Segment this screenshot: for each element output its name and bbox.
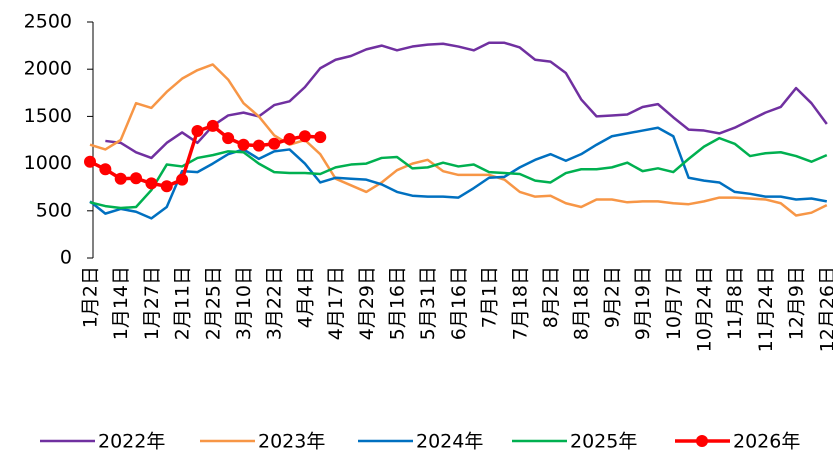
series-line (89, 136, 828, 210)
x-tick-label: 2月11日 (172, 266, 194, 340)
point-marker (130, 172, 143, 185)
point-marker (237, 138, 250, 151)
x-tick-label: 11月8日 (724, 266, 746, 340)
x-tick-label: 12月26日 (816, 266, 833, 352)
x-tick-label: 2月25日 (202, 266, 224, 340)
x-tick-label: 3月10日 (233, 266, 255, 340)
y-tick-label: 500 (36, 199, 72, 221)
x-tick-label: 9月19日 (632, 266, 654, 340)
y-tick-label: 2000 (24, 58, 72, 80)
x-tick-label: 3月22日 (264, 266, 286, 340)
x-tick-label: 6月16日 (448, 266, 470, 340)
x-tick-label: 5月16日 (387, 266, 409, 340)
y-tick-label: 1000 (24, 152, 72, 174)
point-marker (176, 173, 189, 186)
x-tick-label: 1月14日 (110, 266, 132, 340)
x-tick-label: 1月2日 (80, 266, 102, 328)
legend-label: 2024年 (416, 431, 483, 453)
legend-marker (696, 435, 708, 447)
legend-label: 2023年 (258, 431, 325, 453)
point-marker (191, 125, 204, 138)
x-tick-label: 5月31日 (417, 266, 439, 340)
point-marker (252, 139, 265, 152)
point-marker (268, 137, 281, 150)
y-tick-label: 1500 (24, 105, 72, 127)
x-tick-label: 10月7日 (663, 266, 685, 340)
x-tick-label: 9月2日 (601, 266, 623, 328)
legend-label: 2026年 (733, 431, 800, 453)
x-tick-label: 11月24日 (755, 266, 777, 352)
series-line (89, 124, 321, 189)
point-marker (222, 132, 235, 145)
x-tick-label: 8月18日 (571, 266, 593, 340)
y-tick-label: 2500 (24, 11, 72, 33)
point-marker (206, 119, 219, 132)
y-tick-label: 0 (60, 247, 72, 269)
x-tick-label: 8月2日 (540, 266, 562, 328)
point-marker (84, 155, 96, 168)
x-tick-label: 1月27日 (141, 266, 163, 340)
x-tick-label: 7月1日 (479, 266, 501, 328)
point-marker (145, 177, 158, 190)
series-line (105, 41, 828, 160)
point-marker (114, 172, 127, 185)
x-tick-label: 4月29日 (356, 266, 378, 340)
point-marker (314, 131, 327, 144)
series-line (89, 63, 828, 217)
point-marker (160, 180, 173, 193)
point-marker (298, 130, 311, 143)
x-tick-label: 4月17日 (325, 266, 347, 340)
point-marker (283, 133, 296, 146)
x-tick-label: 10月24日 (694, 266, 716, 352)
x-tick-label: 12月9日 (786, 266, 808, 340)
legend-label: 2025年 (570, 431, 637, 453)
x-tick-label: 4月4日 (294, 266, 316, 328)
x-tick-label: 7月18日 (509, 266, 531, 340)
legend-label: 2022年 (98, 431, 165, 453)
series-line (89, 126, 828, 220)
point-marker (99, 163, 112, 176)
